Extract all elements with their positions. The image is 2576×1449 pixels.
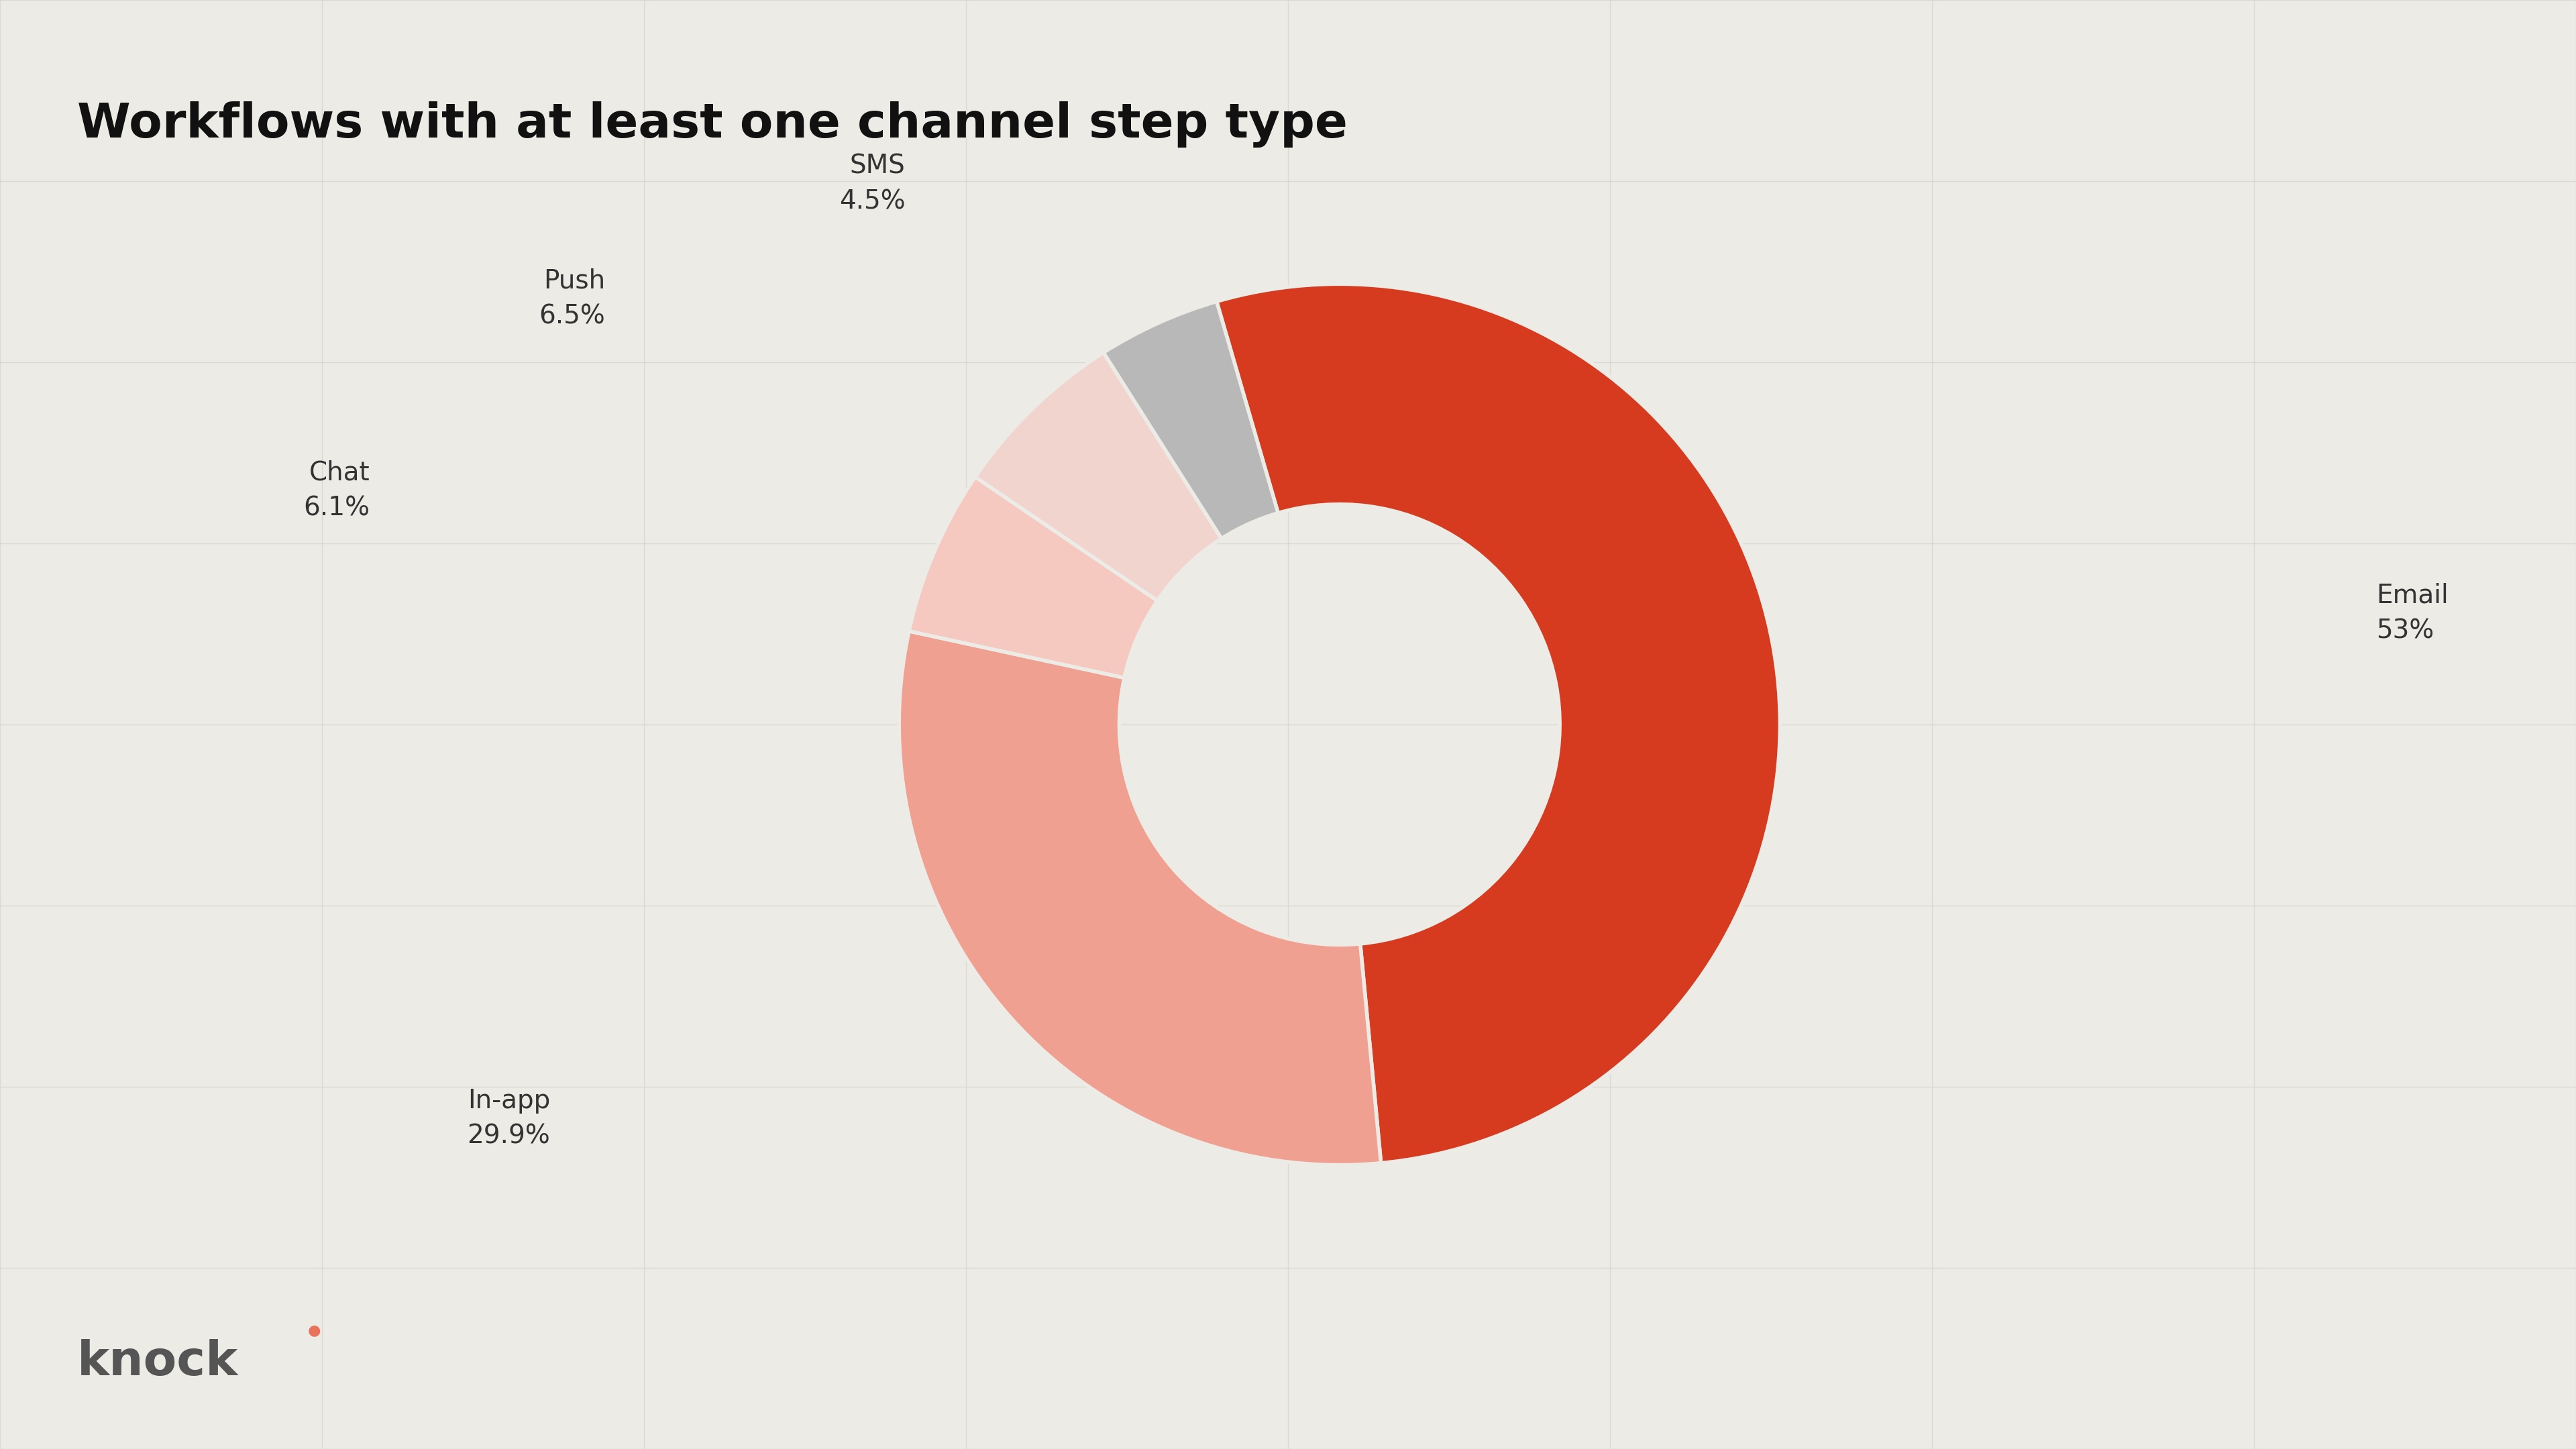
Wedge shape <box>976 352 1221 601</box>
Text: Email
53%: Email 53% <box>2375 582 2447 643</box>
Wedge shape <box>1216 284 1780 1164</box>
Wedge shape <box>909 477 1157 678</box>
Wedge shape <box>899 632 1381 1165</box>
Text: Push
6.5%: Push 6.5% <box>538 268 605 329</box>
Text: Workflows with at least one channel step type: Workflows with at least one channel step… <box>77 101 1347 148</box>
Text: SMS
4.5%: SMS 4.5% <box>840 154 904 214</box>
Wedge shape <box>1103 301 1278 539</box>
Text: ●: ● <box>307 1323 322 1337</box>
Text: knock: knock <box>77 1339 240 1385</box>
Text: In-app
29.9%: In-app 29.9% <box>466 1088 551 1149</box>
Text: Chat
6.1%: Chat 6.1% <box>304 459 371 522</box>
